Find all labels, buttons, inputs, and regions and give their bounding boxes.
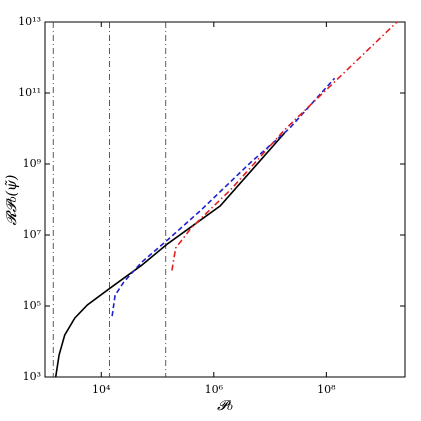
y-tick-label: 10¹³ (18, 15, 41, 28)
y-tick-label: 10⁷ (23, 228, 42, 241)
line (111, 77, 336, 317)
y-tick-label: 10⁹ (23, 157, 42, 170)
y-tick-label: 10³ (23, 370, 41, 383)
x-tick-label: 10⁴ (92, 383, 111, 396)
plot-frame (44, 21, 406, 378)
x-tick-label: 10⁶ (205, 383, 224, 396)
y-tick-label: 10¹¹ (18, 86, 41, 99)
x-tick-label: 10⁸ (317, 383, 336, 396)
line (171, 21, 398, 271)
y-tick-label: 10⁵ (23, 299, 41, 312)
x-axis-label: 𝓟₀ (217, 398, 233, 414)
line (54, 132, 286, 378)
y-axis-label: 𝓡𝓟₀(ψ̃) (4, 175, 20, 226)
